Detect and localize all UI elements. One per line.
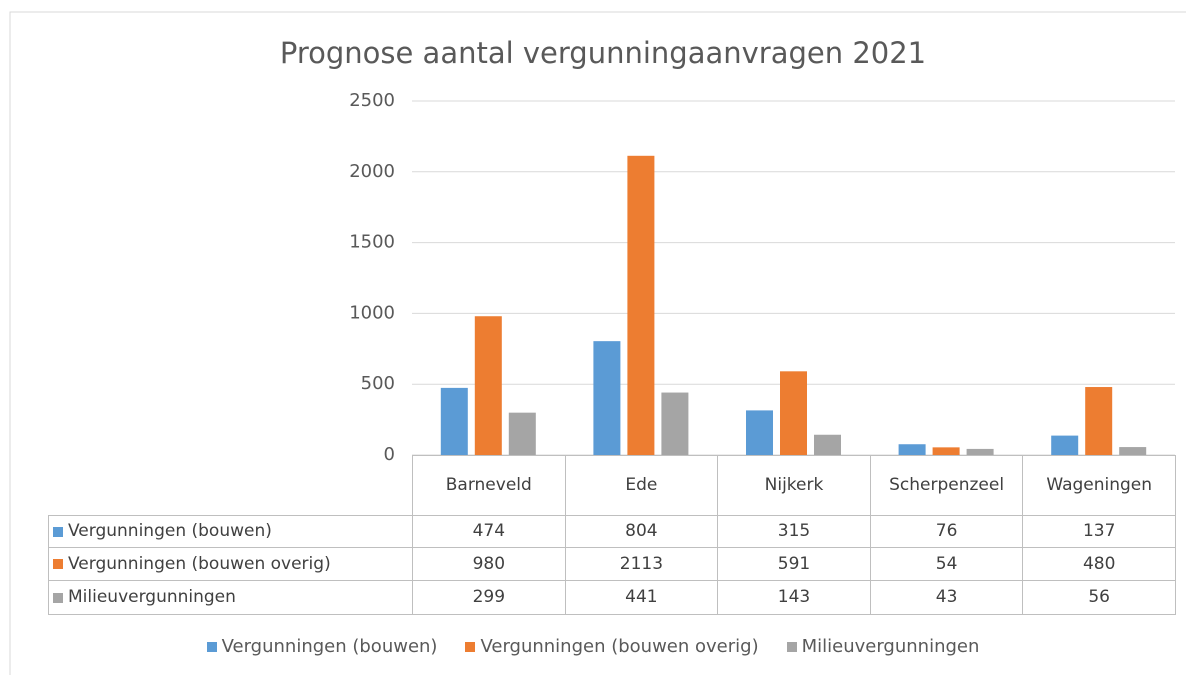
legend-label: Milieuvergunningen [801, 636, 980, 657]
table-cell: 2113 [564, 547, 719, 581]
table-cell: 143 [717, 580, 871, 615]
bar [814, 434, 841, 455]
table-cell: 980 [412, 547, 566, 581]
bar [508, 412, 536, 455]
row-label: Milieuvergunningen [68, 587, 236, 608]
category-cell: Wageningen [1022, 455, 1176, 516]
table-cell: 480 [1022, 547, 1176, 581]
bar [1051, 435, 1079, 455]
legend-label: Vergunningen (bouwen) [221, 636, 438, 657]
category-cell: Ede [564, 455, 719, 516]
legend-key [53, 592, 63, 603]
legend-item: Vergunningen (bouwen) [206, 636, 438, 657]
table-cell: 591 [717, 547, 871, 581]
legend-key [53, 526, 63, 537]
bar [932, 447, 960, 455]
row-label: Vergunningen (bouwen overig) [68, 553, 331, 574]
row-label: Vergunningen (bouwen) [68, 521, 272, 542]
category-cell: Barneveld [412, 455, 566, 516]
legend-key [206, 641, 217, 652]
chart-border [9, 11, 1186, 675]
category-cell: Scherpenzeel [869, 455, 1024, 516]
legend-item: Milieuvergunningen [786, 636, 980, 657]
bar [593, 341, 621, 455]
bar [627, 155, 655, 455]
table-cell: 43 [869, 580, 1024, 615]
table-cell: 299 [412, 580, 566, 615]
bar [746, 410, 773, 455]
table-row-header: Vergunningen (bouwen) [48, 515, 413, 548]
bar [780, 371, 807, 455]
legend-item: Vergunningen (bouwen overig) [465, 636, 759, 657]
legend-key [786, 641, 797, 652]
y-tick-label: 500 [361, 373, 395, 394]
legend-key [465, 641, 476, 652]
table-cell: 441 [564, 580, 719, 615]
bar [440, 387, 468, 455]
bar [1119, 447, 1147, 455]
bar [1085, 387, 1113, 455]
bar [661, 392, 689, 455]
table-row-header: Milieuvergunningen [48, 580, 413, 615]
legend-key [53, 559, 63, 569]
bar [474, 316, 502, 455]
table-cell: 315 [717, 515, 871, 548]
y-tick-label: 1000 [349, 302, 395, 323]
legend-label: Vergunningen (bouwen overig) [480, 636, 759, 657]
table-cell: 137 [1022, 515, 1176, 548]
y-tick-label: 0 [384, 444, 395, 465]
category-cell: Nijkerk [717, 455, 871, 516]
y-tick-label: 2500 [349, 90, 395, 111]
bar [898, 444, 926, 455]
legend: Vergunningen (bouwen) Vergunningen (bouwe… [0, 636, 1186, 657]
table-row-header: Vergunningen (bouwen overig) [48, 547, 413, 581]
bar [966, 448, 994, 455]
table-cell: 56 [1022, 580, 1176, 615]
table-cell: 804 [564, 515, 719, 548]
chart-title: Prognose aantal vergunningaanvragen 2021 [280, 36, 926, 70]
table-cell: 474 [412, 515, 566, 548]
table-cell: 76 [869, 515, 1024, 548]
table-cell: 54 [869, 547, 1024, 581]
y-tick-label: 1500 [349, 232, 395, 253]
y-tick-label: 2000 [349, 161, 395, 182]
